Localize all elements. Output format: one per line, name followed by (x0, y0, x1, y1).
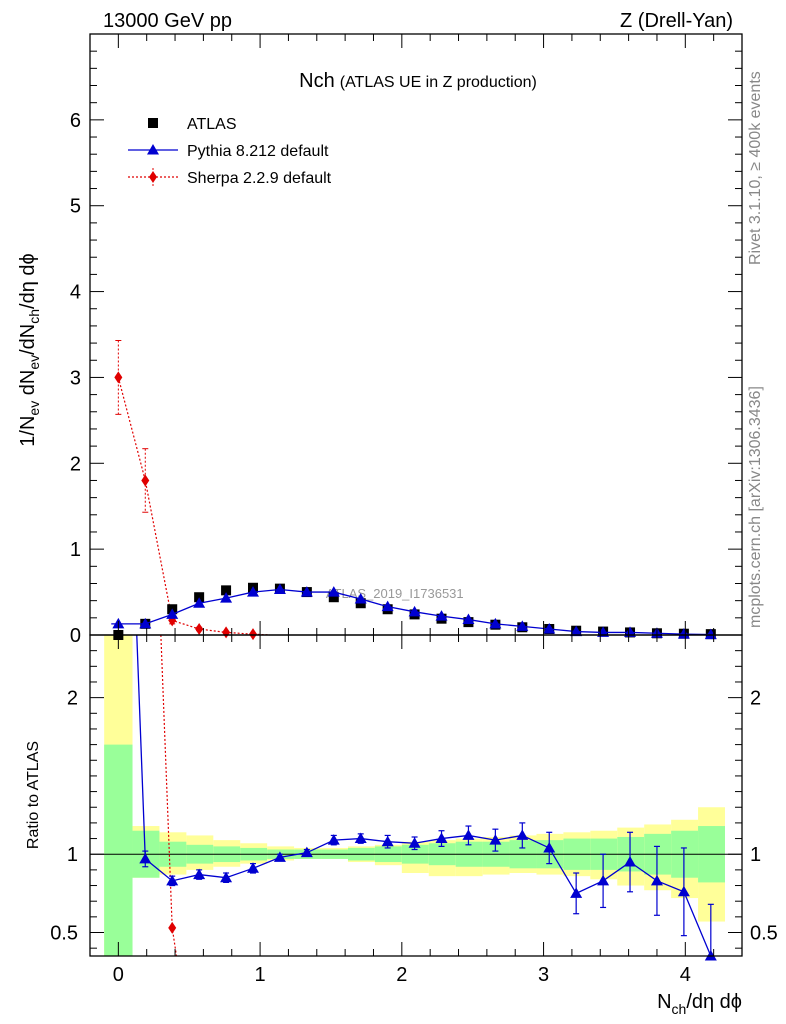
pythia-point (139, 617, 152, 629)
legend-atlas-marker (148, 118, 158, 128)
pythia-ratio-point (435, 832, 448, 844)
pythia-ratio-point (704, 950, 717, 961)
y-tick-label: 3 (70, 367, 81, 389)
pythia-ratio-point (273, 851, 286, 862)
legend-label: Sherpa 2.2.9 default (187, 170, 332, 187)
pythia-point (489, 617, 502, 629)
legend-label: Pythia 8.212 default (187, 143, 329, 160)
x-axis-label: Nch/dη dϕ (657, 991, 742, 1017)
ratio-tick-label-right: 2 (750, 688, 761, 710)
pythia-ratio-point (624, 856, 637, 867)
y-tick-label: 0 (70, 625, 81, 647)
y-tick-label: 5 (70, 196, 81, 218)
y-tick-label: 4 (70, 282, 81, 304)
pythia-ratio-point (516, 829, 529, 840)
legend-label: ATLAS (187, 116, 237, 133)
legend-pythia-marker (147, 144, 159, 155)
x-tick-label: 2 (396, 964, 407, 986)
sherpa-point (114, 371, 123, 384)
pythia-ratio-point (408, 837, 421, 848)
pythia-ratio-point (650, 874, 663, 886)
pythia-ratio-point (543, 841, 556, 853)
pythia-point (166, 608, 179, 619)
pythia-ratio-point (677, 885, 690, 897)
pythia-point (435, 610, 448, 621)
pythia-ratio-point (247, 862, 259, 873)
ratio-tick-label-right: 0.5 (750, 923, 778, 945)
x-tick-label: 1 (255, 964, 266, 986)
pythia-point (543, 622, 556, 634)
pythia-ratio-point (139, 852, 152, 864)
pythia-ratio-point (462, 829, 475, 840)
atlas-point (194, 592, 205, 603)
y-tick-label: 2 (70, 453, 81, 475)
x-tick-label: 3 (538, 964, 549, 986)
sherpa-ratio-point (168, 921, 177, 934)
ratio-tick-label-left: 0.5 (50, 923, 78, 945)
pythia-point (193, 597, 206, 608)
analysis-id-watermark: ATLAS_2019_I1736531 (326, 586, 464, 601)
ratio-tick-label-left: 1 (67, 844, 78, 866)
x-tick-label: 4 (680, 964, 691, 986)
axes-frames: 0 1 2 3 4 0 1 2 3 4 5 6 0.5 0.5 1 1 2 2 ATLAS Pythia 8.212 … (50, 33, 778, 986)
atlas-point (221, 585, 232, 596)
pythia-ratio-point (354, 832, 367, 844)
pythia-point (516, 620, 529, 631)
pythia-point (220, 592, 233, 603)
pythia-point (273, 583, 286, 594)
pythia-ratio-point (381, 835, 394, 847)
legend-sherpa-marker (149, 171, 157, 183)
legend: ATLAS Pythia 8.212 default Sherpa 2.2.9 de… (128, 116, 332, 187)
pythia-point (381, 600, 394, 612)
pythia-point (677, 628, 690, 639)
ratio-panel-frame (89, 634, 743, 957)
chart-title: Nch (ATLAS UE in Z production) (299, 70, 537, 92)
pythia-point (247, 586, 259, 597)
ratio-tick-label-right: 1 (750, 844, 761, 866)
pythia-ratio-point (327, 834, 340, 845)
ratio-tick-label-left: 2 (67, 688, 78, 710)
pythia-point (300, 586, 313, 597)
sherpa-point (141, 474, 150, 487)
pythia-ratio-point (220, 871, 233, 883)
mcplots-reference-label: mcplots.cern.ch [arXiv:1306.3436] (747, 386, 764, 628)
ratio-band-green (104, 744, 133, 956)
pythia-ratio-point (166, 874, 179, 886)
pythia-ratio-point (597, 874, 610, 886)
pythia-point (327, 586, 340, 597)
sherpa-point (249, 628, 257, 641)
pythia-ratio-point (300, 846, 313, 858)
pythia-ratio-point (193, 868, 206, 880)
pythia-ratio-point (489, 834, 502, 845)
x-tick-label: 0 (113, 964, 124, 986)
y-axis-label: 1/Nev dNev/dNch/dη dϕ (17, 253, 42, 446)
pythia-point (354, 592, 367, 604)
rivet-version-label: Rivet 3.1.10, ≥ 400k events (747, 71, 764, 265)
header-collision-label: 13000 GeV pp (103, 10, 232, 32)
y-tick-label: 1 (70, 539, 81, 561)
pythia-point (408, 605, 421, 617)
pythia-point (624, 626, 637, 637)
y-tick-label: 6 (70, 110, 81, 132)
ratio-axis-label: Ratio to ATLAS (25, 741, 42, 849)
sherpa-point (195, 622, 204, 635)
header-process-label: Z (Drell-Yan) (620, 10, 733, 32)
pythia-point (570, 625, 583, 637)
atlas-point (328, 592, 339, 603)
pythia-ratio-point (570, 887, 583, 898)
pythia-point (462, 613, 475, 625)
